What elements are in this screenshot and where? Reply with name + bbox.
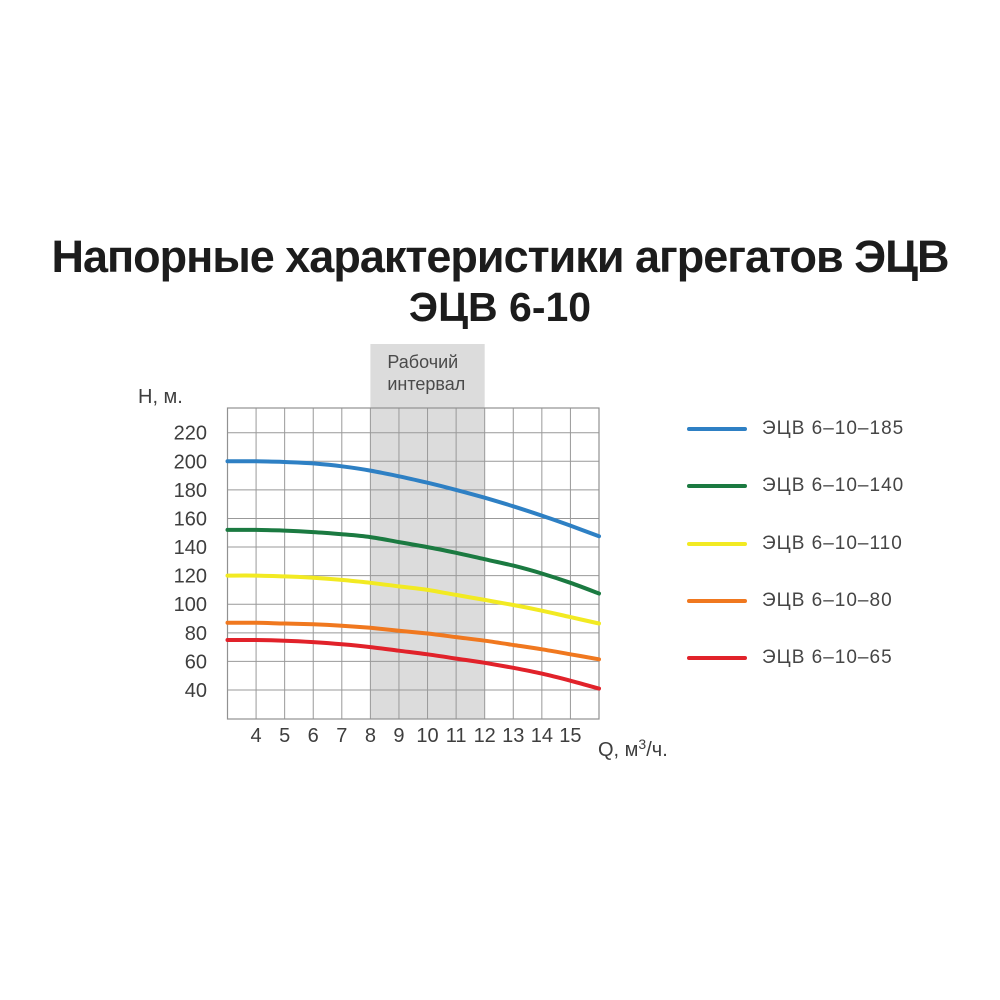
legend-item-x6-10-140: ЭЦВ 6–10–140 bbox=[687, 474, 904, 498]
x-tick-label-4: 4 bbox=[251, 725, 262, 747]
x-axis-title-suffix: /ч. bbox=[646, 739, 668, 761]
x-axis-title-prefix: Q, м bbox=[598, 739, 639, 761]
y-tick-label-200: 200 bbox=[174, 451, 207, 473]
x-tick-label-10: 10 bbox=[416, 725, 438, 747]
legend-label: ЭЦВ 6–10–185 bbox=[762, 418, 905, 439]
y-tick-label-140: 140 bbox=[174, 537, 207, 559]
x-axis-title-superscript: 3 bbox=[638, 736, 647, 752]
legend-swatch-x6-10-65 bbox=[687, 656, 747, 661]
page-subtitle: ЭЦВ 6-10 bbox=[408, 284, 592, 330]
legend-label: ЭЦВ 6–10–65 bbox=[762, 647, 893, 669]
legend-label: ЭЦВ 6–10–80 bbox=[762, 589, 893, 611]
x-tick-label-9: 9 bbox=[393, 725, 404, 747]
plot-border bbox=[226, 407, 600, 720]
y-tick-label-40: 40 bbox=[185, 680, 207, 702]
y-tick-label-180: 180 bbox=[174, 480, 207, 502]
page-title: Напорные характеристики агрегатов ЭЦВ bbox=[51, 231, 949, 282]
x-axis-title: Q, м3/ч. bbox=[598, 736, 668, 762]
legend-item-x6-10-185: ЭЦВ 6–10–185 bbox=[687, 417, 904, 441]
y-tick-label-100: 100 bbox=[174, 594, 207, 616]
working-interval-label-line2: интервал bbox=[387, 374, 465, 394]
legend-swatch-x6-10-80 bbox=[687, 598, 747, 603]
y-axis-title: Н, м. bbox=[138, 386, 183, 408]
x-tick-label-6: 6 bbox=[308, 725, 319, 747]
curve-x6-10-185 bbox=[225, 459, 601, 539]
legend-swatch-x6-10-110 bbox=[687, 541, 747, 546]
working-interval-label-line1: Рабочий bbox=[387, 352, 458, 372]
y-tick-label-60: 60 bbox=[185, 651, 207, 673]
x-tick-label-7: 7 bbox=[336, 725, 347, 747]
legend-item-x6-10-80: ЭЦВ 6–10–80 bbox=[687, 589, 893, 613]
legend-label: ЭЦВ 6–10–140 bbox=[762, 475, 905, 497]
y-tick-label-120: 120 bbox=[174, 566, 207, 588]
x-tick-label-14: 14 bbox=[531, 725, 553, 747]
curve-x6-10-80 bbox=[225, 620, 601, 662]
curve-x6-10-140 bbox=[225, 527, 601, 596]
legend-item-x6-10-110: ЭЦВ 6–10–110 bbox=[687, 532, 903, 556]
legend-label: ЭЦВ 6–10–110 bbox=[762, 532, 903, 554]
x-tick-label-11: 11 bbox=[446, 725, 467, 747]
x-tick-label-5: 5 bbox=[279, 725, 290, 747]
curve-x6-10-110 bbox=[225, 573, 601, 626]
y-tick-label-80: 80 bbox=[185, 623, 207, 645]
y-tick-label-160: 160 bbox=[174, 508, 207, 530]
x-tick-label-13: 13 bbox=[502, 725, 524, 747]
x-tick-label-8: 8 bbox=[365, 725, 376, 747]
legend-swatch-x6-10-140 bbox=[687, 484, 747, 489]
x-tick-label-15: 15 bbox=[559, 725, 581, 747]
x-tick-label-12: 12 bbox=[474, 725, 496, 747]
y-tick-label-220: 220 bbox=[174, 423, 207, 445]
legend-swatch-x6-10-185 bbox=[687, 427, 747, 431]
legend-item-x6-10-65: ЭЦВ 6–10–65 bbox=[687, 646, 893, 670]
curve-x6-10-65 bbox=[225, 637, 601, 691]
